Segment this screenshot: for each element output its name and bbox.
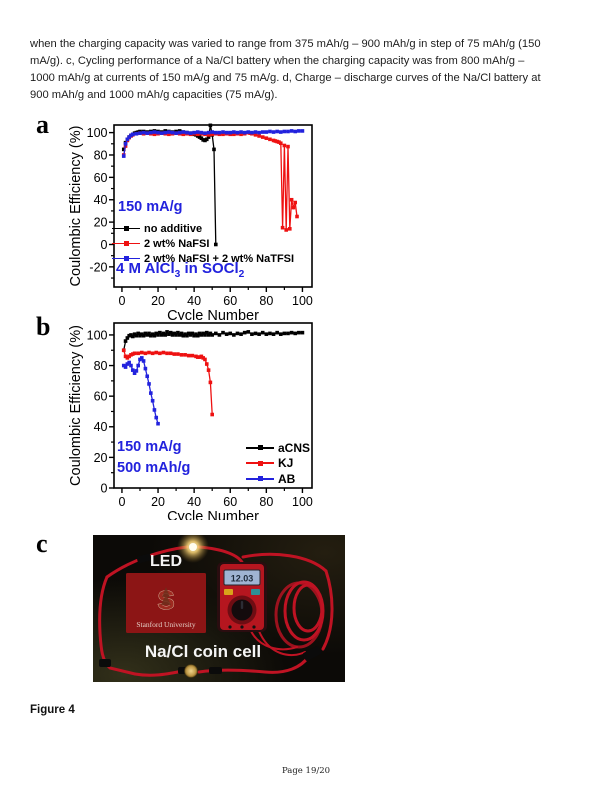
svg-text:80: 80	[259, 495, 273, 509]
multimeter-lcd	[223, 569, 261, 586]
chart-a-electrolyte-annotation: 4 M AlCl3 in SOCl2	[116, 260, 244, 280]
line-marker-icon	[112, 240, 140, 247]
multimeter-jack	[228, 625, 232, 629]
figure-caption: when the charging capacity was varied to…	[30, 36, 590, 104]
legend-label: 2 wt% NaFSI	[144, 237, 210, 250]
legend-item: KJ	[246, 456, 310, 472]
caption-line: when the charging capacity was varied to…	[30, 38, 541, 50]
chart-a: 0 20 40 60 80 100 -20 0 20 40 60 80 100 Cycle Number C…	[68, 123, 313, 320]
svg-text:20: 20	[94, 451, 108, 465]
svg-text:40: 40	[94, 420, 108, 434]
legend-item: no additive	[112, 221, 294, 236]
svg-text:20: 20	[151, 495, 165, 509]
svg-text:80: 80	[94, 148, 108, 162]
chart-b-legend: aCNS KJ AB	[246, 440, 310, 487]
caption-line: 900 mAh/g and 1000 mAh/g capacities (75 …	[30, 88, 278, 101]
legend-item: AB	[246, 471, 310, 487]
svg-text:20: 20	[151, 294, 165, 308]
chart-b: 0 20 40 60 80 100 0 20 40 60 80 100 Cycle Number Coul…	[68, 322, 313, 520]
legend-item: aCNS	[246, 440, 310, 456]
multimeter-jack	[240, 625, 244, 629]
chart-a-current-annotation: 150 mA/g	[118, 199, 183, 215]
multimeter-jack	[252, 625, 256, 629]
stanford-card-title: Stanford University	[136, 620, 196, 629]
svg-text:60: 60	[223, 294, 237, 308]
panel-c-label: c	[36, 529, 48, 558]
electrolyte-text: 4 M AlCl	[116, 260, 175, 277]
line-marker-icon	[246, 460, 274, 467]
svg-text:0: 0	[118, 495, 125, 509]
line-marker-icon	[246, 444, 274, 451]
svg-text:100: 100	[87, 328, 108, 342]
legend-item: 2 wt% NaFSI	[112, 236, 294, 251]
svg-text:0: 0	[101, 238, 108, 252]
multimeter-dial	[231, 599, 253, 621]
y-axis-label: Coulombic Efficiency (%)	[68, 325, 84, 486]
stanford-card: S Stanford University	[126, 573, 206, 633]
series-acns	[121, 330, 305, 353]
legend-label: no additive	[144, 222, 203, 235]
chart-b-capacity-annotation: 500 mAh/g	[117, 460, 191, 476]
caption-line: 1000 mAh/g at currents of 150 mA/g and 7…	[30, 71, 541, 84]
plot-frame	[113, 124, 313, 288]
legend-label: aCNS	[278, 440, 311, 455]
x-axis-label: Cycle Number	[167, 509, 259, 520]
multimeter-button-yellow	[224, 589, 233, 595]
electrolyte-text: in SOCl	[180, 260, 239, 277]
figure-label: Figure 4	[30, 704, 75, 716]
electrolyte-sub: 2	[238, 269, 245, 280]
series-2-wt-nafsi	[121, 130, 299, 232]
stanford-tree-icon	[161, 587, 171, 605]
svg-text:20: 20	[94, 216, 108, 230]
panel-a-label: a	[36, 110, 49, 139]
led-bulb	[189, 543, 197, 551]
multimeter-dial-pointer	[240, 601, 244, 609]
caption-line: mA/g). c, Cycling performance of a Na/Cl…	[30, 54, 525, 67]
series-ab	[121, 356, 160, 426]
series-2-wt-nafsi-2-wt-natfsi	[121, 129, 305, 158]
x-axis-label: Cycle Number	[167, 308, 259, 320]
electrolyte-sub: 3	[174, 269, 181, 280]
panel-b-label: b	[36, 312, 51, 341]
page-number: Page 19/20	[281, 766, 331, 776]
svg-text:40: 40	[187, 495, 201, 509]
svg-text:60: 60	[223, 495, 237, 509]
svg-text:60: 60	[94, 171, 108, 185]
coin-cell-label: Na/Cl coin cell	[145, 642, 261, 661]
svg-text:80: 80	[94, 359, 108, 373]
photo-panel-c: S Stanford University 12.03 LED Na/Cl co…	[93, 535, 345, 682]
svg-text:-20: -20	[89, 260, 107, 274]
multimeter-display: 12.03	[231, 574, 254, 584]
svg-text:40: 40	[187, 294, 201, 308]
legend-item: 2 wt% NaFSI + 2 wt% NaTFSI	[112, 251, 294, 266]
svg-text:40: 40	[94, 193, 108, 207]
coin-cell	[184, 664, 198, 678]
chart-b-current-annotation: 150 mA/g	[117, 439, 182, 455]
plot-frame	[113, 322, 313, 489]
led-label: LED	[150, 553, 182, 570]
svg-text:100: 100	[292, 294, 313, 308]
svg-text:100: 100	[87, 126, 108, 140]
legend-label: 2 wt% NaFSI + 2 wt% NaTFSI	[144, 252, 295, 265]
y-axis-label: Coulombic Efficiency (%)	[68, 126, 84, 287]
line-marker-icon	[112, 225, 140, 232]
svg-text:60: 60	[94, 390, 108, 404]
legend-label: KJ	[278, 456, 294, 471]
wire-clips	[99, 553, 322, 674]
multimeter: 12.03	[217, 562, 267, 632]
svg-text:0: 0	[101, 481, 108, 495]
svg-text:100: 100	[292, 495, 313, 509]
series-kj	[121, 348, 214, 417]
svg-text:80: 80	[259, 294, 273, 308]
svg-text:0: 0	[118, 294, 125, 308]
legend-label: AB	[278, 471, 296, 486]
line-marker-icon	[246, 475, 274, 482]
multimeter-button-teal	[251, 589, 260, 595]
line-marker-icon	[112, 255, 140, 262]
chart-a-legend: no additive 2 wt% NaFSI 2 wt% NaFSI + 2 …	[112, 221, 294, 266]
